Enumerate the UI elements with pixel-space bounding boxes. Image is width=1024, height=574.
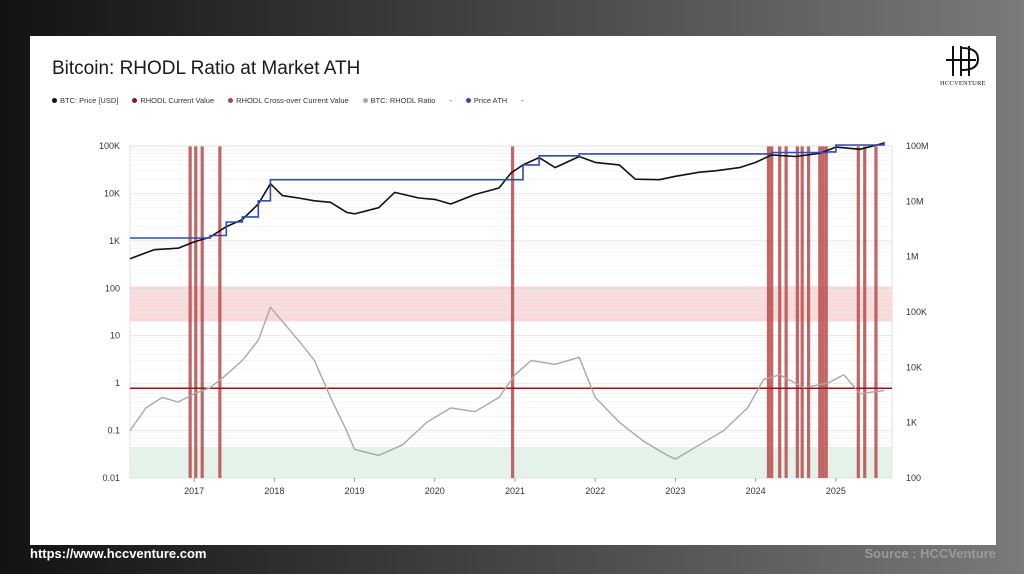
logo-text: HCCVENTURE (940, 80, 986, 87)
crossover-bar (218, 146, 222, 478)
crossover-bar (200, 146, 204, 478)
legend-item[interactable]: RHODL Cross-over Current Value (228, 96, 349, 105)
chart-title: Bitcoin: RHODL Ratio at Market ATH (52, 58, 361, 79)
crossover-bar (188, 146, 192, 478)
x-tick-label: 2022 (585, 486, 605, 496)
price-ath-line (130, 141, 885, 239)
crossover-bar (856, 146, 860, 478)
x-tick-label: 2021 (505, 486, 525, 496)
crossover-bar (806, 146, 811, 478)
y-left-tick-label: 1K (109, 236, 120, 246)
y-right-tick-label: 100K (906, 307, 927, 317)
crossover-bar (766, 146, 771, 478)
legend-label: RHODL Current Value (140, 96, 215, 105)
legend-dot-icon (52, 98, 57, 103)
source-credit: Source : HCCVenture (864, 546, 996, 561)
crossover-bar (784, 146, 788, 478)
y-right-tick-label: 10M (906, 196, 924, 206)
crossover-bar (824, 146, 828, 478)
crossover-bar (778, 146, 782, 478)
crossover-bar (795, 146, 799, 478)
y-right-tick-label: 1K (906, 418, 917, 428)
legend-dot-icon (362, 98, 368, 103)
crossover-bar (863, 146, 867, 478)
x-tick-label: 2018 (264, 486, 284, 496)
y-right-tick-label: 10K (906, 362, 922, 372)
crossover-bar (770, 146, 774, 478)
legend-item[interactable]: RHODL Current Value (132, 96, 214, 105)
legend-item[interactable]: BTC: RHODL Ratio (362, 96, 436, 105)
y-right-tick-label: 1M (906, 252, 919, 262)
x-tick-label: 2024 (746, 486, 766, 496)
y-left-tick-label: 10K (104, 188, 120, 198)
y-right-tick-label: 100 (906, 473, 921, 483)
legend-item[interactable]: - (521, 96, 524, 105)
y-left-tick-label: 0.1 (107, 426, 120, 436)
legend-label: BTC: RHODL Ratio (370, 96, 436, 105)
crossover-bar (874, 146, 878, 478)
legend-label: RHODL Cross-over Current Value (236, 96, 349, 105)
y-left-tick-label: 10 (110, 331, 120, 341)
x-tick-label: 2017 (184, 486, 204, 496)
legend-label: - (449, 96, 452, 105)
chart-legend: BTC: Price [USD] RHODL Current Value RHODL… (52, 96, 524, 105)
y-left-tick-label: 0.01 (102, 473, 120, 483)
website-url[interactable]: https://www.hccventure.com (30, 546, 207, 561)
chart-svg: 0.01 0.1 1 10 100 1K 10K 100K 100 1K 10K 100K 1M 10M 1… (99, 141, 929, 496)
price-line (129, 142, 885, 260)
legend-item[interactable]: - (449, 96, 452, 105)
crossover-bar (821, 146, 825, 478)
legend-dot-icon (132, 98, 138, 103)
x-tick-label: 2020 (425, 486, 445, 496)
legend-item[interactable]: BTC: Price [USD] (52, 96, 118, 105)
legend-label: - (521, 96, 524, 105)
hcc-logo-icon (946, 46, 980, 76)
y-right-tick-label: 100M (906, 141, 929, 151)
rhodl-ratio-line (129, 306, 885, 460)
crossover-bar (511, 146, 515, 478)
legend-dot-icon (228, 98, 234, 103)
band-upper (130, 286, 892, 322)
x-tick-label: 2023 (665, 486, 685, 496)
y-left-tick-label: 100K (99, 141, 120, 151)
legend-item[interactable]: Price ATH (465, 96, 508, 105)
x-tick-label: 2019 (345, 486, 365, 496)
legend-label: Price ATH (473, 96, 508, 105)
chart-card: Bitcoin: RHODL Ratio at Market ATH BTC: … (30, 36, 996, 545)
crossover-bar (194, 146, 198, 478)
y-left-tick-label: 100 (105, 283, 120, 293)
crossover-bar (818, 146, 822, 478)
legend-label: BTC: Price [USD] (60, 96, 119, 105)
x-tick-label: 2025 (826, 486, 846, 496)
y-left-tick-label: 1 (115, 378, 120, 388)
band-lower (130, 447, 892, 478)
crossover-bar (800, 146, 804, 478)
legend-dot-icon (465, 98, 471, 103)
